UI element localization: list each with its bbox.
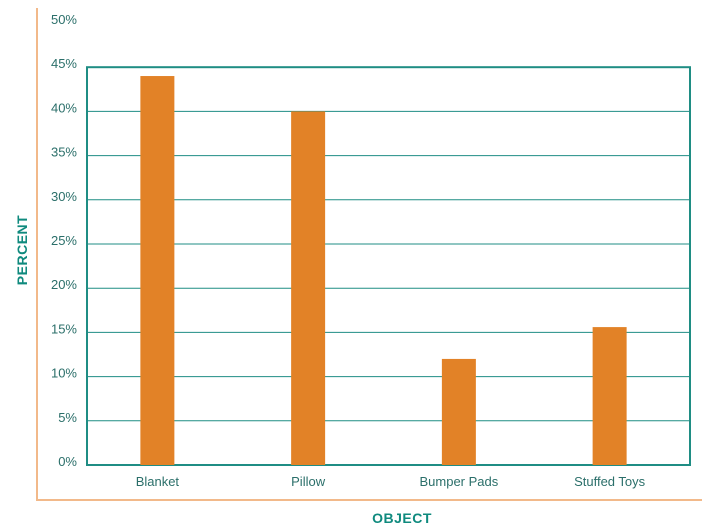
x-tick-labels: Blanket Pillow Bumper Pads Stuffed Toys [136,474,646,489]
y-axis-title: PERCENT [14,215,30,285]
y-tick-label: 35% [51,145,77,160]
bar-stuffed-toys [592,327,627,465]
y-tick-label: 30% [51,189,77,204]
bars [140,76,627,466]
x-tick-label: Blanket [136,474,180,489]
x-tick-label: Pillow [291,474,326,489]
y-tick-label: 25% [51,233,77,248]
plot-frame [86,66,691,466]
y-tick-label: 45% [51,56,77,71]
bar-blanket [140,76,175,465]
y-tick-label: 0% [58,454,77,469]
y-tick-label: 50% [51,12,77,27]
y-tick-label: 10% [51,366,77,381]
gridlines [86,66,691,466]
x-axis-title: OBJECT [372,510,432,526]
y-tick-label: 5% [58,410,77,425]
bar-bumper-pads [441,358,476,465]
x-tick-label: Bumper Pads [419,474,498,489]
y-tick-label: 15% [51,321,77,336]
y-tick-label: 20% [51,277,77,292]
y-tick-label: 40% [51,100,77,115]
bar-pillow [291,111,326,466]
x-tick-label: Stuffed Toys [574,474,646,489]
y-tick-labels: 0% 5% 10% 15% 20% 25% 30% 35% 40% 45% 50% [51,12,77,469]
